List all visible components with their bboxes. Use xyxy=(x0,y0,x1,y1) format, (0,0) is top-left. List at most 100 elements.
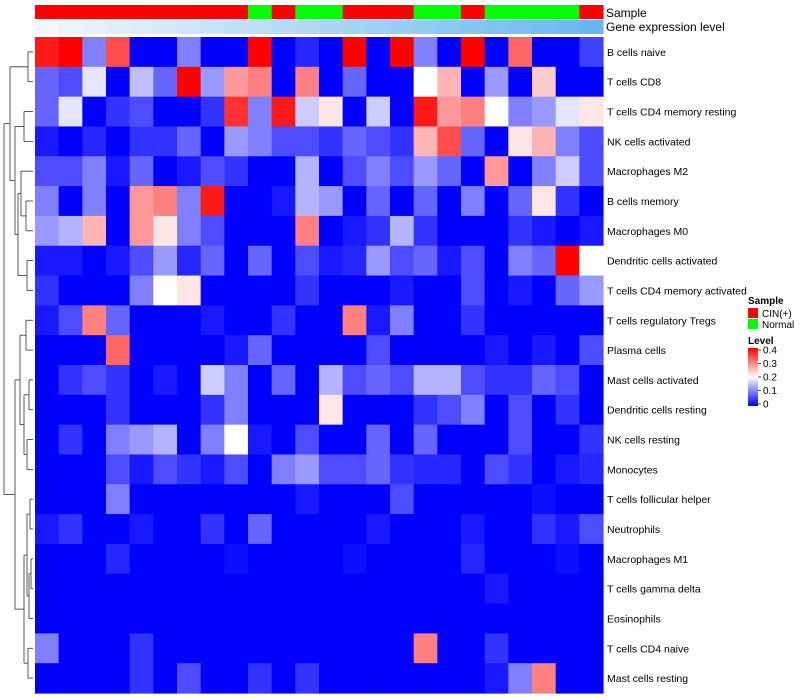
heatmap-cell xyxy=(508,305,533,336)
heatmap-cell xyxy=(82,66,107,98)
heatmap-cell xyxy=(461,663,486,694)
heatmap-cell xyxy=(413,186,438,217)
heatmap-cell xyxy=(484,66,509,98)
row-label: B cells naive xyxy=(607,47,666,59)
sample-annotation-cell xyxy=(532,5,557,19)
heatmap-cell xyxy=(295,215,320,247)
heatmap-cell xyxy=(437,454,462,485)
heatmap-cell xyxy=(271,275,296,306)
heatmap-cell xyxy=(342,573,367,605)
expression-annotation-cell xyxy=(579,20,604,34)
heatmap-cell xyxy=(579,66,604,98)
heatmap-cell xyxy=(224,275,249,306)
heatmap-cell xyxy=(555,454,580,485)
expression-annotation-cell xyxy=(200,20,225,34)
heatmap-cell xyxy=(129,37,154,68)
heatmap-cell xyxy=(413,126,438,157)
heatmap-cell xyxy=(579,96,604,128)
heatmap-cell xyxy=(82,603,107,634)
heatmap-cell xyxy=(106,186,131,217)
heatmap-cell xyxy=(319,275,344,306)
heatmap-cell xyxy=(224,663,249,694)
heatmap-cell xyxy=(106,215,131,247)
heatmap-cell xyxy=(82,663,107,694)
expression-annotation-cell xyxy=(129,20,154,34)
heatmap-cell xyxy=(390,245,415,277)
heatmap-cell xyxy=(200,37,225,68)
heatmap-cell xyxy=(35,394,60,426)
sample-annotation-cell xyxy=(579,5,604,19)
heatmap-cell xyxy=(532,156,557,187)
heatmap-cell xyxy=(153,215,178,247)
heatmap-cell xyxy=(58,37,83,68)
heatmap-cell xyxy=(200,603,225,634)
expression-annotation-cell xyxy=(437,20,462,34)
heatmap-cell xyxy=(129,424,154,456)
expression-annotation-cell xyxy=(555,20,580,34)
heatmap-cell xyxy=(153,245,178,277)
heatmap-cell xyxy=(342,186,367,217)
heatmap-cell xyxy=(413,603,438,634)
sample-annotation-cell xyxy=(153,5,178,19)
level-tick-label: 0.2 xyxy=(763,373,777,384)
expression-annotation-cell xyxy=(390,20,415,34)
heatmap-cell xyxy=(177,96,202,128)
heatmap-cell xyxy=(555,484,580,515)
heatmap-cell xyxy=(461,275,486,306)
heatmap-cell xyxy=(129,245,154,277)
heatmap-cell xyxy=(35,156,60,187)
heatmap-cell xyxy=(390,424,415,456)
heatmap-cell xyxy=(82,305,107,336)
heatmap-cell xyxy=(177,633,202,664)
heatmap-cell xyxy=(82,514,107,545)
level-tick-label: 0.1 xyxy=(763,386,777,397)
heatmap-cell xyxy=(200,66,225,98)
heatmap-cell xyxy=(224,633,249,664)
heatmap-cell xyxy=(532,126,557,157)
heatmap-cell xyxy=(295,603,320,634)
heatmap-cell xyxy=(461,603,486,634)
heatmap-cell xyxy=(484,424,509,456)
heatmap-cell xyxy=(295,245,320,277)
heatmap-cell xyxy=(579,245,604,277)
heatmap-cell xyxy=(153,156,178,187)
row-label: Eosinophils xyxy=(607,613,661,625)
sample-annotation-cell xyxy=(129,5,154,19)
heatmap-cell xyxy=(58,394,83,426)
heatmap-cell xyxy=(295,66,320,98)
heatmap-cell xyxy=(271,66,296,98)
heatmap-cell xyxy=(200,394,225,426)
expression-annotation-cell xyxy=(508,20,533,34)
heatmap-cell xyxy=(413,633,438,664)
heatmap-cell xyxy=(129,394,154,426)
heatmap-cell xyxy=(248,37,273,68)
row-label: T cells follicular helper xyxy=(607,494,711,506)
heatmap-cell xyxy=(271,365,296,396)
heatmap-cell xyxy=(271,543,296,575)
heatmap-cell xyxy=(366,66,391,98)
heatmap-cell xyxy=(82,215,107,247)
heatmap-cell xyxy=(200,275,225,306)
heatmap-cell xyxy=(413,484,438,515)
heatmap-cell xyxy=(555,633,580,664)
heatmap-cell xyxy=(532,66,557,98)
heatmap-cell xyxy=(484,454,509,485)
heatmap-cell xyxy=(224,156,249,187)
heatmap-cell xyxy=(342,663,367,694)
heatmap-cell xyxy=(224,186,249,217)
heatmap-cell xyxy=(35,663,60,694)
sample-legend: Sample CIN(+) Normal xyxy=(748,296,794,331)
heatmap-cell xyxy=(177,484,202,515)
expression-annotation-cell xyxy=(271,20,296,34)
heatmap-cell xyxy=(295,96,320,128)
heatmap-cell xyxy=(248,365,273,396)
heatmap-cell xyxy=(248,603,273,634)
heatmap-cell xyxy=(390,335,415,366)
heatmap-cell xyxy=(106,663,131,694)
heatmap-cell xyxy=(82,394,107,426)
heatmap-cell xyxy=(366,365,391,396)
heatmap-cell xyxy=(129,156,154,187)
heatmap-cell xyxy=(390,603,415,634)
heatmap-cell xyxy=(319,424,344,456)
sample-annotation-cell xyxy=(106,5,131,19)
